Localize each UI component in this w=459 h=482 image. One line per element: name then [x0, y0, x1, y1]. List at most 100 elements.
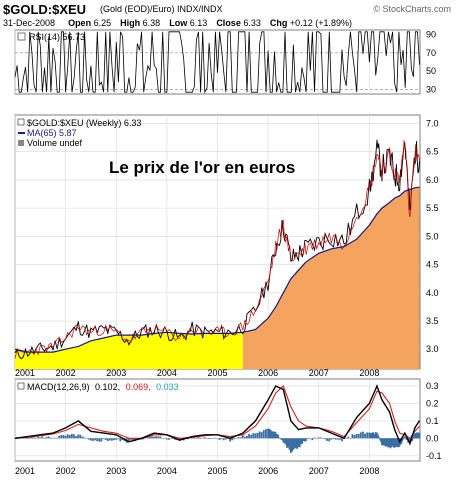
macd-histogram-bar: [374, 432, 377, 439]
macd-histogram-bar: [214, 437, 217, 439]
open-value: 6.25: [93, 18, 112, 28]
high-label: High: [120, 18, 141, 28]
macd-histogram-bar: [39, 437, 42, 439]
macd-histogram-bar: [58, 435, 61, 439]
close-value: 6.33: [243, 18, 261, 28]
price-x-tick-label: 2005: [207, 368, 227, 378]
macd-histogram-bar: [275, 434, 278, 439]
macd-histogram-bar: [195, 438, 198, 439]
macd-histogram-bar: [382, 438, 385, 446]
macd-x-tick-label: 2008: [359, 466, 379, 476]
volume-legend: Volume undef: [27, 138, 83, 148]
macd-histogram-bar: [172, 438, 175, 439]
macd-histogram-bar: [353, 435, 356, 439]
macd-histogram-bar: [45, 437, 48, 439]
macd-histogram-bar: [262, 430, 265, 439]
macd-x-tick-label: 2001: [15, 466, 35, 476]
macd-histogram-bar: [24, 437, 27, 439]
macd-histogram-bar: [292, 438, 295, 450]
macd-histogram-bar: [127, 438, 130, 442]
macd-histogram-bar: [250, 434, 253, 439]
macd-histogram-bar: [92, 438, 94, 441]
macd-histogram-bar: [260, 432, 263, 439]
macd-histogram-bar: [302, 438, 305, 442]
price-x-axis: 2001 2002 2003 2004 2005 2006 2007 2008: [15, 368, 379, 378]
macd-histogram-bar: [269, 429, 272, 439]
macd-histogram-bar: [43, 438, 46, 439]
macd-histogram-bar: [297, 438, 300, 448]
macd-histogram-bar: [56, 437, 58, 439]
quote-date: 31-Dec-2008: [3, 18, 56, 28]
macd-histogram-bar: [191, 437, 193, 439]
macd-histogram-bar: [294, 438, 297, 449]
price-x-tick-label: 2004: [157, 368, 177, 378]
histogram-legend-value: 0.033: [156, 382, 179, 392]
macd-histogram-bar: [96, 438, 99, 442]
macd-histogram-bar: [307, 438, 310, 439]
ma-legend: MA(65) 5.87: [27, 128, 77, 138]
macd-histogram-bar: [303, 438, 306, 442]
price-y-tick-label: 6.5: [426, 147, 439, 157]
brand-watermark: © StockCharts.com: [373, 4, 451, 14]
macd-histogram-bar: [98, 438, 101, 442]
macd-histogram-bar: [328, 438, 331, 442]
macd-histogram-bar: [79, 434, 82, 439]
macd-x-tick-label: 2006: [258, 466, 278, 476]
macd-histogram-bar: [372, 432, 374, 439]
price-y-tick-label: 3.5: [426, 316, 439, 326]
macd-histogram: [14, 428, 421, 453]
macd-histogram-bar: [284, 438, 287, 445]
macd-histogram-bar: [418, 432, 421, 439]
macd-histogram-bar: [278, 437, 281, 439]
macd-histogram-bar: [376, 434, 379, 439]
macd-histogram-bar: [106, 438, 109, 441]
macd-histogram-bar: [267, 428, 269, 439]
macd-histogram-bar: [338, 438, 341, 440]
macd-histogram-bar: [274, 432, 277, 439]
rsi-panel: RSI(14) 56.73 90 70 50 30: [14, 29, 436, 95]
macd-y-tick-label: 0.2: [426, 398, 439, 408]
price-line-layer: [14, 139, 420, 360]
macd-histogram-bar: [83, 437, 86, 439]
macd-histogram-bar: [75, 436, 77, 439]
ma-line: [14, 186, 420, 353]
macd-histogram-bar: [60, 435, 63, 439]
rsi-line-layer: [14, 31, 420, 94]
macd-histogram-bar: [288, 438, 291, 450]
macd-y-tick-label: -0.1: [426, 451, 442, 461]
macd-histogram-bar: [359, 432, 362, 439]
macd-histogram-bar: [268, 428, 271, 439]
macd-histogram-bar: [349, 438, 352, 439]
macd-histogram-bar: [212, 438, 215, 439]
macd-histogram-bar: [332, 438, 335, 440]
macd-histogram-bar: [386, 438, 388, 447]
macd-histogram-bar: [113, 438, 115, 441]
macd-histogram-bar: [28, 438, 31, 439]
price-x-tick-label: 2002: [56, 368, 76, 378]
macd-histogram-bar: [370, 432, 373, 439]
macd-histogram-bar: [73, 434, 75, 439]
macd-histogram-bar: [81, 436, 84, 439]
rsi-y-tick-label: 50: [426, 66, 436, 76]
macd-histogram-bar: [68, 434, 71, 439]
macd-histogram-bar: [14, 438, 16, 439]
macd-histogram-bar: [298, 438, 301, 448]
macd-histogram-bar: [153, 436, 156, 439]
macd-histogram-bar: [326, 438, 328, 441]
macd-histogram-bar: [227, 438, 229, 439]
macd-histogram-bar: [283, 438, 286, 444]
macd-histogram-bar: [121, 438, 124, 440]
signal-line: [14, 385, 420, 440]
price-x-tick-label: 2001: [15, 368, 35, 378]
macd-histogram-bar: [111, 438, 113, 441]
macd-histogram-bar: [279, 438, 282, 440]
macd-histogram-bar: [273, 431, 276, 439]
macd-histogram-bar: [246, 435, 248, 439]
macd-histogram-bar: [286, 438, 288, 448]
macd-histogram-bar: [64, 435, 67, 439]
macd-histogram-bar: [315, 438, 318, 439]
macd-histogram-bar: [193, 437, 196, 439]
price-legend-main: $GOLD:$XEU (Weekly) 6.33: [27, 118, 141, 128]
macd-histogram-bar: [35, 438, 37, 439]
